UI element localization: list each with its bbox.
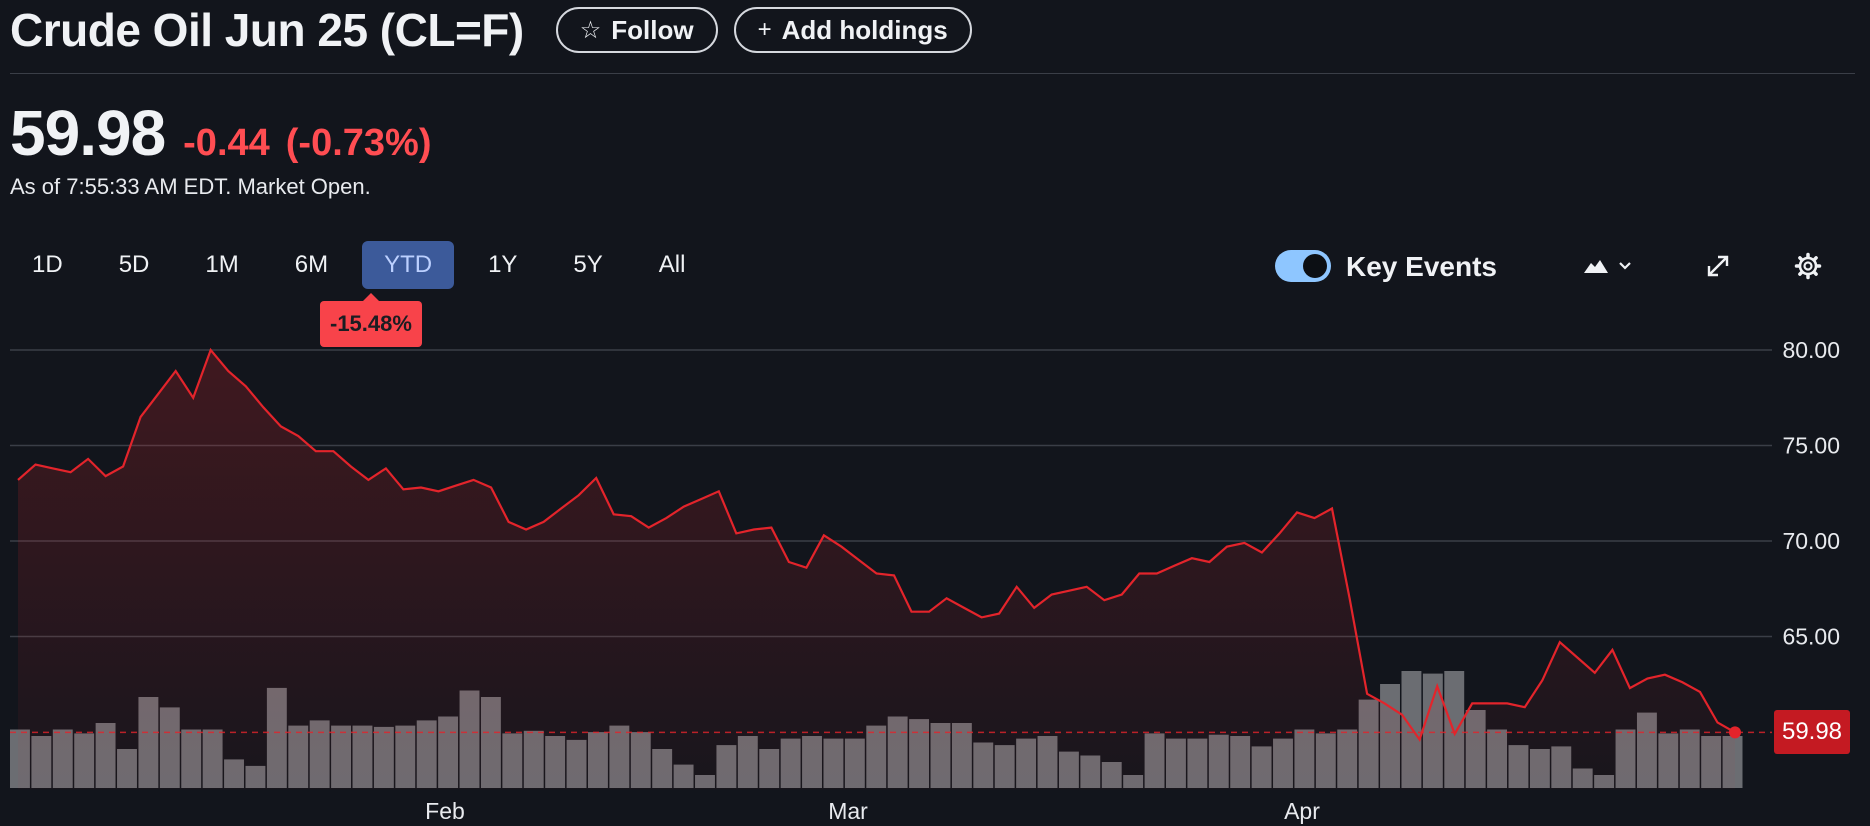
- range-selector: 1D 5D 1M 6M YTD 1Y 5Y All: [10, 241, 719, 289]
- price-area: [18, 350, 1735, 790]
- toggle-knob: [1303, 254, 1327, 278]
- plus-icon: +: [757, 16, 772, 43]
- chart-type-selector[interactable]: [1578, 248, 1638, 284]
- star-outline-icon: ☆: [579, 16, 602, 44]
- range-all[interactable]: All: [658, 251, 686, 278]
- quote-header: Crude Oil Jun 25 (CL=F) ☆ Follow + Add h…: [10, 0, 988, 60]
- key-events-label: Key Events: [1346, 251, 1497, 282]
- price-change: -0.44: [183, 122, 270, 164]
- last-price: 59.98: [10, 97, 166, 169]
- quote-summary: 59.98 -0.44 (-0.73%): [10, 96, 448, 170]
- key-events-toggle[interactable]: [1275, 250, 1331, 282]
- price-line: [17, 347, 1736, 743]
- y-tick-label: 65.00: [1782, 624, 1840, 650]
- settings-button[interactable]: [1790, 248, 1826, 284]
- x-tick-label: Mar: [828, 798, 868, 824]
- last-price-tag: 59.98: [1774, 710, 1850, 754]
- x-axis: Feb Mar Apr: [425, 798, 1320, 824]
- price-change-percent: (-0.73%): [285, 122, 432, 164]
- follow-button[interactable]: ☆ Follow: [555, 7, 718, 53]
- range-ytd[interactable]: YTD: [362, 241, 455, 289]
- add-holdings-label: Add holdings: [781, 14, 948, 45]
- y-tick-label: 70.00: [1782, 528, 1840, 554]
- y-axis: 80.00 75.00 70.00 65.00: [1782, 337, 1840, 650]
- mountain-chart-icon: [1584, 260, 1608, 273]
- range-1y[interactable]: 1Y: [488, 251, 518, 278]
- range-5y[interactable]: 5Y: [573, 251, 603, 278]
- range-1d[interactable]: 1D: [32, 251, 63, 278]
- expand-icon: [1707, 255, 1729, 277]
- x-tick-label: Feb: [425, 798, 465, 824]
- range-6m[interactable]: 6M: [294, 251, 329, 278]
- chevron-down-icon: [1619, 262, 1631, 270]
- last-price-marker: [1729, 726, 1741, 739]
- range-5d[interactable]: 5D: [118, 251, 150, 278]
- y-tick-label: 75.00: [1782, 433, 1840, 459]
- x-tick-label: Apr: [1284, 798, 1320, 824]
- follow-label: Follow: [611, 14, 694, 45]
- market-status: As of 7:55:33 AM EDT. Market Open.: [10, 174, 371, 199]
- range-return-badge: -15.48%: [320, 293, 422, 347]
- add-holdings-button[interactable]: + Add holdings: [733, 7, 972, 53]
- price-chart[interactable]: 80.00 75.00 70.00 65.00 Feb Mar Apr: [0, 330, 1870, 826]
- page-title: Crude Oil Jun 25 (CL=F): [10, 4, 524, 56]
- range-1m[interactable]: 1M: [205, 251, 239, 278]
- fullscreen-button[interactable]: [1700, 248, 1736, 284]
- y-tick-label: 80.00: [1782, 337, 1840, 363]
- header-divider: [10, 73, 1855, 74]
- gear-icon: [1794, 252, 1822, 280]
